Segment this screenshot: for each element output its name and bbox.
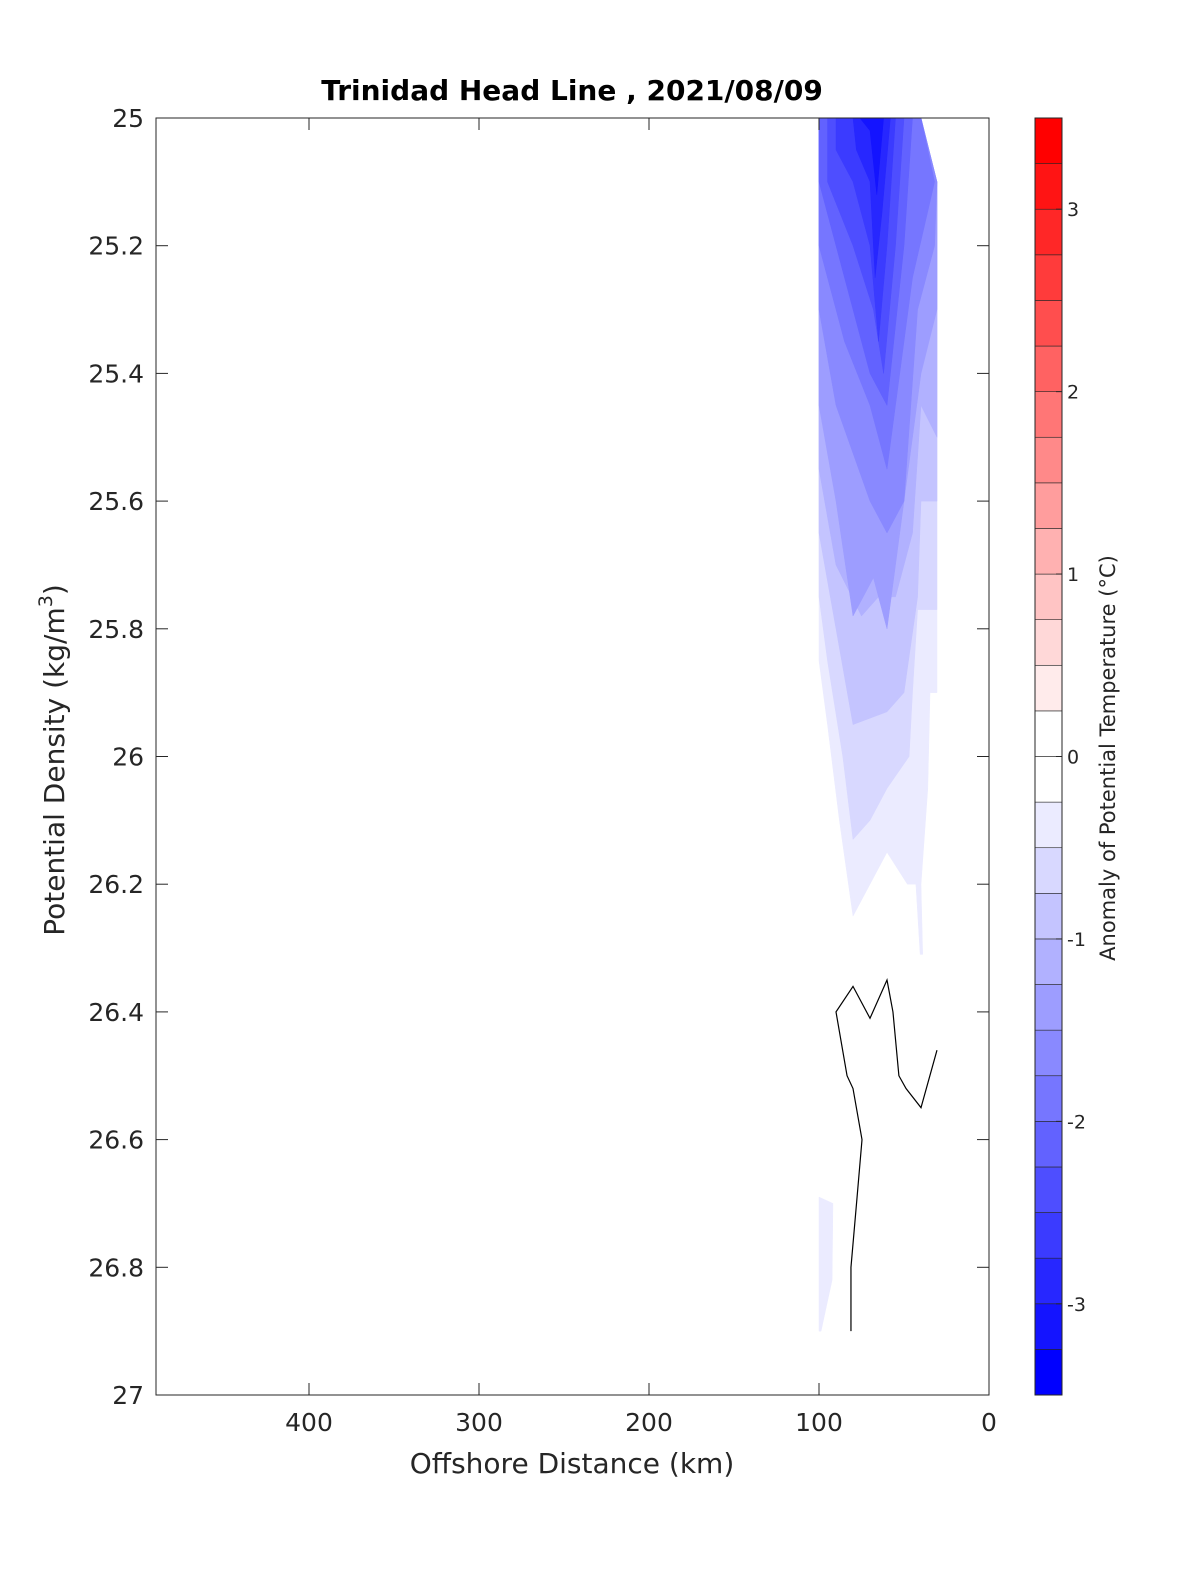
- colorbar-bin: [1034, 1349, 1063, 1396]
- y-tick-label: 25.8: [88, 615, 144, 644]
- y-tick-label: 27: [112, 1381, 144, 1410]
- colorbar-bin: [1034, 847, 1063, 894]
- colorbar-bin: [1034, 1029, 1063, 1077]
- y-axis-label-superscript: 3: [35, 595, 57, 607]
- colorbar-tick-label: 2: [1067, 382, 1079, 404]
- y-tick-label: 26.4: [88, 998, 144, 1027]
- x-tick-label: 300: [455, 1408, 503, 1437]
- colorbar-bin: [1034, 664, 1063, 712]
- y-tick-label: 26.8: [88, 1253, 144, 1282]
- colorbar-bin: [1034, 345, 1063, 392]
- colorbar-bin: [1034, 1303, 1063, 1350]
- colorbar-bin: [1034, 801, 1063, 849]
- colorbar-tick-label: 0: [1067, 747, 1079, 769]
- y-tick-label: 26.6: [88, 1126, 144, 1155]
- colorbar-bin: [1034, 710, 1063, 757]
- colorbar-bin: [1034, 1257, 1063, 1305]
- chart-title: Trinidad Head Line , 2021/08/09: [321, 74, 823, 107]
- colorbar-bin: [1034, 984, 1063, 1031]
- x-axis: 400 300 200 100 0: [285, 118, 997, 1437]
- y-tick-label: 26: [112, 743, 144, 772]
- colorbar-bin: [1034, 1166, 1063, 1213]
- colorbar-bin: [1034, 1212, 1063, 1259]
- zero-contour: [835, 977, 938, 1332]
- colorbar-tick-label: 3: [1067, 199, 1079, 221]
- x-tick-label: 400: [285, 1408, 333, 1437]
- colorbar-bin: [1034, 1075, 1063, 1122]
- y-axis-label-main: Potential Density (kg/m: [38, 607, 71, 936]
- contour-region: [818, 1196, 834, 1332]
- colorbar-bin: [1034, 254, 1063, 301]
- zero-contour-line: [835, 977, 938, 1332]
- colorbar-bin: [1034, 756, 1063, 803]
- y-tick-label: 25: [112, 104, 144, 133]
- y-tick-label: 26.2: [88, 870, 144, 899]
- x-axis-label: Offshore Distance (km): [410, 1447, 735, 1480]
- y-axis-label: Potential Density (kg/m3): [35, 584, 71, 936]
- colorbar-bin: [1034, 573, 1063, 620]
- contour-fills: [818, 117, 938, 1332]
- colorbar-tick-label: 1: [1067, 564, 1079, 586]
- colorbar-bin: [1034, 436, 1063, 484]
- colorbar-label: Anomaly of Potential Temperature (°C): [1096, 555, 1120, 961]
- colorbar-tick-label: -1: [1067, 929, 1086, 951]
- colorbar-tick-label: -2: [1067, 1111, 1086, 1133]
- y-tick-label: 25.4: [88, 359, 144, 388]
- colorbar-bin: [1034, 938, 1063, 985]
- colorbar-bin: [1034, 1121, 1063, 1168]
- colorbar-bin: [1034, 391, 1063, 438]
- colorbar: -3 -2 -1 0 1 2 3: [1034, 117, 1086, 1396]
- colorbar-bin: [1034, 893, 1063, 940]
- colorbar-bin: [1034, 482, 1063, 529]
- colorbar-bin: [1034, 163, 1063, 210]
- colorbar-bin: [1034, 208, 1063, 256]
- colorbar-bin: [1034, 619, 1063, 666]
- y-tick-label: 25.6: [88, 487, 144, 516]
- colorbar-bin: [1034, 528, 1063, 575]
- y-axis: 25 25.2 25.4 25.6 25.8 26 26.2 26.4 26.6 26.8 27: [88, 104, 989, 1410]
- x-tick-label: 200: [625, 1408, 673, 1437]
- colorbar-bin: [1034, 117, 1063, 164]
- colorbar-bin: [1034, 300, 1063, 347]
- y-axis-label-suffix: ): [38, 584, 71, 595]
- colorbar-tick-label: -3: [1067, 1294, 1086, 1316]
- x-tick-label: 0: [981, 1408, 997, 1437]
- x-tick-label: 100: [795, 1408, 843, 1437]
- y-tick-label: 25.2: [88, 232, 144, 261]
